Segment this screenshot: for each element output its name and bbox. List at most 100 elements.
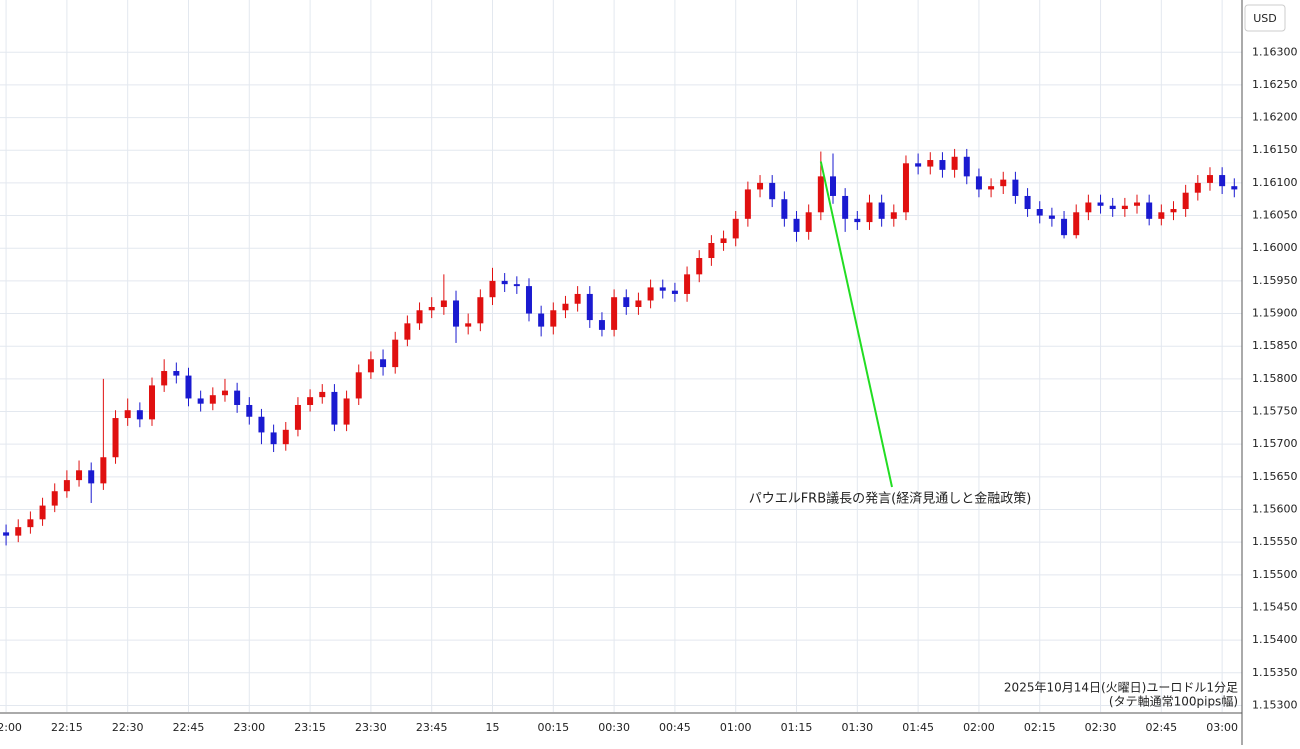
- x-tick-label: 01:15: [781, 721, 813, 734]
- x-tick-label: 22:45: [173, 721, 205, 734]
- candle-body: [27, 519, 34, 528]
- candle-body: [720, 238, 727, 243]
- candle-body: [100, 457, 107, 484]
- candle-body: [209, 395, 216, 404]
- candle-body: [112, 418, 119, 458]
- y-tick-label: 1.16200: [1252, 111, 1298, 124]
- candle-body: [416, 310, 423, 324]
- candle-body: [161, 371, 168, 386]
- candle-body: [149, 385, 156, 420]
- candle-body: [611, 297, 618, 330]
- y-tick-label: 1.15750: [1252, 405, 1298, 418]
- candle-body: [367, 359, 374, 373]
- candle-body: [732, 218, 739, 239]
- candle-body: [562, 303, 569, 311]
- candle-body: [185, 375, 192, 399]
- candle-body: [963, 156, 970, 177]
- candle-body: [915, 163, 922, 167]
- x-tick-label: 02:30: [1085, 721, 1117, 734]
- candle-body: [550, 310, 557, 327]
- plot-area: 22:00 22:15 22:30 22:45 23:00 23:15 23:30 23:45…: [0, 0, 1242, 734]
- y-tick-label: 1.15350: [1252, 666, 1298, 679]
- candle-body: [88, 470, 95, 484]
- candle-body: [902, 163, 909, 213]
- candle-body: [878, 202, 885, 219]
- candle-body: [1024, 195, 1031, 210]
- candle-body: [623, 297, 630, 308]
- x-tick-label: 01:00: [720, 721, 752, 734]
- y-tick-label: 1.15650: [1252, 470, 1298, 483]
- candle-body: [221, 390, 228, 396]
- candle-body: [1048, 215, 1055, 219]
- candle-body: [294, 404, 301, 430]
- x-tick-label: 02:00: [963, 721, 995, 734]
- footnote: (タテ軸通常100pips幅): [1109, 694, 1238, 709]
- candle-body: [1073, 212, 1080, 236]
- candle-body: [501, 280, 508, 285]
- candle-body: [453, 300, 460, 327]
- candle-body: [647, 287, 654, 301]
- candle-body: [489, 280, 496, 298]
- candle-body: [173, 371, 180, 376]
- candle-body: [331, 391, 338, 425]
- candle-body: [513, 284, 520, 287]
- x-tick-label: 01:45: [902, 721, 934, 734]
- y-tick-label: 1.15300: [1252, 698, 1298, 711]
- candle-body: [927, 160, 934, 167]
- candle-body: [1146, 202, 1153, 219]
- y-tick-label: 1.15950: [1252, 274, 1298, 287]
- y-tick-label: 1.16000: [1252, 241, 1298, 254]
- candle-body: [1206, 175, 1213, 183]
- candle-body: [380, 359, 387, 368]
- y-tick-label: 1.16300: [1252, 45, 1298, 58]
- candle-body: [1194, 182, 1201, 193]
- candle-body: [671, 290, 678, 294]
- candle-body: [76, 470, 83, 481]
- candle-body: [975, 176, 982, 190]
- candle-body: [1000, 179, 1007, 187]
- y-tick-label: 1.15700: [1252, 437, 1298, 450]
- candle-body: [1182, 192, 1189, 210]
- candle-body: [197, 398, 204, 404]
- candle-body: [124, 410, 131, 419]
- candle-body: [769, 182, 776, 200]
- candle-body: [1036, 209, 1043, 216]
- candle-body: [586, 293, 593, 321]
- candle-body: [574, 293, 581, 304]
- candle-body: [270, 432, 277, 445]
- x-tick-label: 00:30: [598, 721, 630, 734]
- candle-body: [1109, 205, 1116, 210]
- candle-body: [355, 372, 362, 399]
- x-tick-label: 03:00: [1206, 721, 1238, 734]
- candle-body: [696, 258, 703, 275]
- candle-body: [1134, 202, 1141, 206]
- candle-body: [477, 297, 484, 324]
- candle-body: [63, 480, 70, 492]
- candle-body: [465, 323, 472, 327]
- candle-body: [854, 218, 861, 223]
- candle-body: [234, 390, 241, 405]
- x-tick-label: 23:30: [355, 721, 387, 734]
- y-tick-label: 1.15450: [1252, 600, 1298, 613]
- candle-body: [246, 404, 253, 417]
- annotation-line: [819, 161, 893, 488]
- y-tick-label: 1.15900: [1252, 307, 1298, 320]
- x-tick-label: 23:00: [233, 721, 265, 734]
- candle-body: [538, 313, 545, 327]
- candle-body: [866, 202, 873, 223]
- candle-body: [757, 182, 764, 190]
- candle-body: [428, 307, 435, 311]
- candle-body: [15, 527, 22, 536]
- currency: USD: [1253, 12, 1277, 25]
- candle-body: [793, 218, 800, 232]
- candle-body: [282, 429, 289, 445]
- candle-body: [684, 274, 691, 294]
- candle-body: [440, 300, 447, 308]
- candle-body: [343, 398, 350, 425]
- x-tick-label: 00:15: [537, 721, 569, 734]
- candle-body: [659, 287, 666, 291]
- x-tick-label: 22:15: [51, 721, 83, 734]
- candle-body: [598, 320, 605, 330]
